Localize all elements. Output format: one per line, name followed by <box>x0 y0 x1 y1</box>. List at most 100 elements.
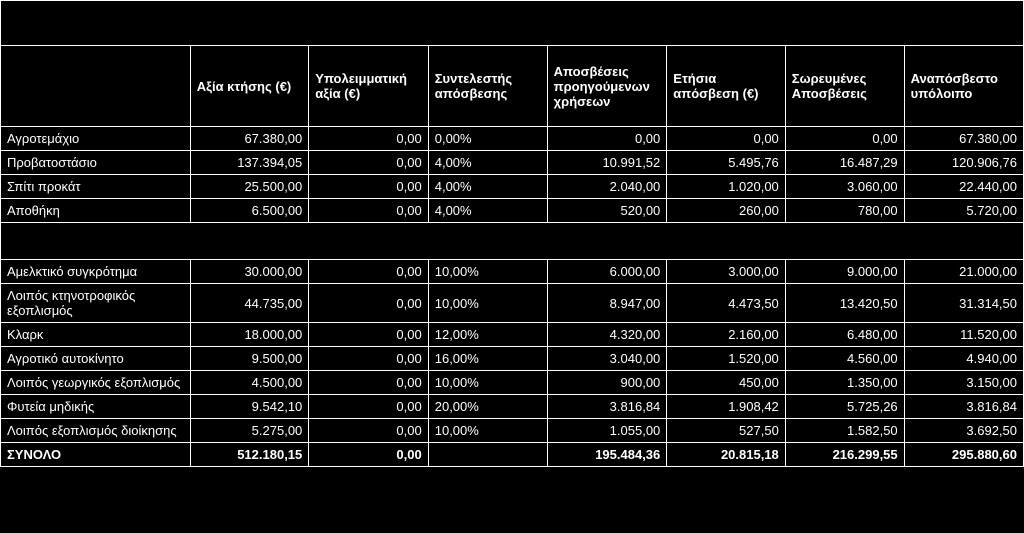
cell-acq: 25.500,00 <box>190 175 309 199</box>
cell-rate: 0,00% <box>428 127 547 151</box>
header-net: Αναπόσβεστο υπόλοιπο <box>904 46 1023 127</box>
cell-net: 67.380,00 <box>904 127 1023 151</box>
cell-acq: 67.380,00 <box>190 127 309 151</box>
depreciation-table: Αξία κτήσης (€) Υπολειμματική αξία (€) Σ… <box>0 0 1024 467</box>
cell-prev: 8.947,00 <box>547 284 667 323</box>
cell-annual: 5.495,76 <box>667 151 786 175</box>
cell-accum: 216.299,55 <box>785 443 904 467</box>
cell-annual: 527,50 <box>667 419 786 443</box>
cell-acq: 18.000,00 <box>190 323 309 347</box>
top-spacer-row <box>1 1 1024 46</box>
cell-net: 11.520,00 <box>904 323 1023 347</box>
row-label: ΣΥΝΟΛΟ <box>1 443 191 467</box>
cell-net: 295.880,60 <box>904 443 1023 467</box>
cell-accum: 0,00 <box>785 127 904 151</box>
cell-acq: 44.735,00 <box>190 284 309 323</box>
cell-accum: 9.000,00 <box>785 260 904 284</box>
header-prev: Αποσβέσεις προηγούμενων χρήσεων <box>547 46 667 127</box>
row-label: Αποθήκη <box>1 199 191 223</box>
cell-resid: 0,00 <box>309 151 428 175</box>
cell-annual: 1.908,42 <box>667 395 786 419</box>
cell-accum: 13.420,50 <box>785 284 904 323</box>
cell-accum: 780,00 <box>785 199 904 223</box>
cell-net: 21.000,00 <box>904 260 1023 284</box>
cell-resid: 0,00 <box>309 323 428 347</box>
row-label: Κλαρκ <box>1 323 191 347</box>
total-row: ΣΥΝΟΛΟ512.180,150,00195.484,3620.815,182… <box>1 443 1024 467</box>
cell-resid: 0,00 <box>309 175 428 199</box>
cell-rate: 20,00% <box>428 395 547 419</box>
cell-rate <box>428 443 547 467</box>
table-row: Λοιπός κτηνοτροφικός εξοπλισμός44.735,00… <box>1 284 1024 323</box>
cell-prev: 3.040,00 <box>547 347 667 371</box>
header-acq: Αξία κτήσης (€) <box>190 46 309 127</box>
row-label: Προβατοστάσιο <box>1 151 191 175</box>
cell-acq: 5.275,00 <box>190 419 309 443</box>
header-rate: Συντελεστής απόσβεσης <box>428 46 547 127</box>
table-row: Σπίτι προκάτ25.500,000,004,00%2.040,001.… <box>1 175 1024 199</box>
table-row: Προβατοστάσιο137.394,050,004,00%10.991,5… <box>1 151 1024 175</box>
cell-acq: 30.000,00 <box>190 260 309 284</box>
cell-annual: 450,00 <box>667 371 786 395</box>
cell-prev: 10.991,52 <box>547 151 667 175</box>
cell-net: 31.314,50 <box>904 284 1023 323</box>
cell-annual: 1.020,00 <box>667 175 786 199</box>
cell-rate: 4,00% <box>428 175 547 199</box>
cell-net: 22.440,00 <box>904 175 1023 199</box>
cell-prev: 3.816,84 <box>547 395 667 419</box>
table-row: Αποθήκη6.500,000,004,00%520,00260,00780,… <box>1 199 1024 223</box>
cell-resid: 0,00 <box>309 199 428 223</box>
cell-rate: 16,00% <box>428 347 547 371</box>
cell-annual: 1.520,00 <box>667 347 786 371</box>
cell-prev: 6.000,00 <box>547 260 667 284</box>
header-accum: Σωρευμένες Αποσβέσεις <box>785 46 904 127</box>
cell-rate: 4,00% <box>428 199 547 223</box>
cell-resid: 0,00 <box>309 395 428 419</box>
cell-acq: 9.542,10 <box>190 395 309 419</box>
cell-resid: 0,00 <box>309 347 428 371</box>
cell-acq: 512.180,15 <box>190 443 309 467</box>
cell-prev: 520,00 <box>547 199 667 223</box>
cell-annual: 20.815,18 <box>667 443 786 467</box>
cell-net: 4.940,00 <box>904 347 1023 371</box>
cell-resid: 0,00 <box>309 419 428 443</box>
cell-rate: 4,00% <box>428 151 547 175</box>
cell-accum: 1.350,00 <box>785 371 904 395</box>
header-resid: Υπολειμματική αξία (€) <box>309 46 428 127</box>
table-row: Αγροτεμάχιο67.380,000,000,00%0,000,000,0… <box>1 127 1024 151</box>
cell-prev: 4.320,00 <box>547 323 667 347</box>
table-row: Λοιπός γεωργικός εξοπλισμός4.500,000,001… <box>1 371 1024 395</box>
cell-prev: 2.040,00 <box>547 175 667 199</box>
cell-resid: 0,00 <box>309 127 428 151</box>
cell-rate: 10,00% <box>428 260 547 284</box>
row-label: Αγροτεμάχιο <box>1 127 191 151</box>
cell-prev: 0,00 <box>547 127 667 151</box>
cell-acq: 137.394,05 <box>190 151 309 175</box>
row-label: Αγροτικό αυτοκίνητο <box>1 347 191 371</box>
table-body: Αγροτεμάχιο67.380,000,000,00%0,000,000,0… <box>1 127 1024 467</box>
table-row: Αγροτικό αυτοκίνητο9.500,000,0016,00%3.0… <box>1 347 1024 371</box>
header-row: Αξία κτήσης (€) Υπολειμματική αξία (€) Σ… <box>1 46 1024 127</box>
cell-net: 3.816,84 <box>904 395 1023 419</box>
cell-prev: 1.055,00 <box>547 419 667 443</box>
cell-acq: 6.500,00 <box>190 199 309 223</box>
cell-annual: 2.160,00 <box>667 323 786 347</box>
table-row: Αμελκτικό συγκρότημα30.000,000,0010,00%6… <box>1 260 1024 284</box>
cell-rate: 10,00% <box>428 419 547 443</box>
cell-net: 3.692,50 <box>904 419 1023 443</box>
table-row: Κλαρκ18.000,000,0012,00%4.320,002.160,00… <box>1 323 1024 347</box>
table-row: Λοιπός εξοπλισμός διοίκησης5.275,000,001… <box>1 419 1024 443</box>
row-label: Φυτεία μηδικής <box>1 395 191 419</box>
cell-accum: 5.725,26 <box>785 395 904 419</box>
row-label: Αμελκτικό συγκρότημα <box>1 260 191 284</box>
cell-prev: 195.484,36 <box>547 443 667 467</box>
spacer-row <box>1 223 1024 260</box>
cell-net: 3.150,00 <box>904 371 1023 395</box>
header-empty <box>1 46 191 127</box>
cell-resid: 0,00 <box>309 284 428 323</box>
cell-acq: 9.500,00 <box>190 347 309 371</box>
cell-prev: 900,00 <box>547 371 667 395</box>
cell-rate: 12,00% <box>428 323 547 347</box>
cell-rate: 10,00% <box>428 371 547 395</box>
cell-rate: 10,00% <box>428 284 547 323</box>
